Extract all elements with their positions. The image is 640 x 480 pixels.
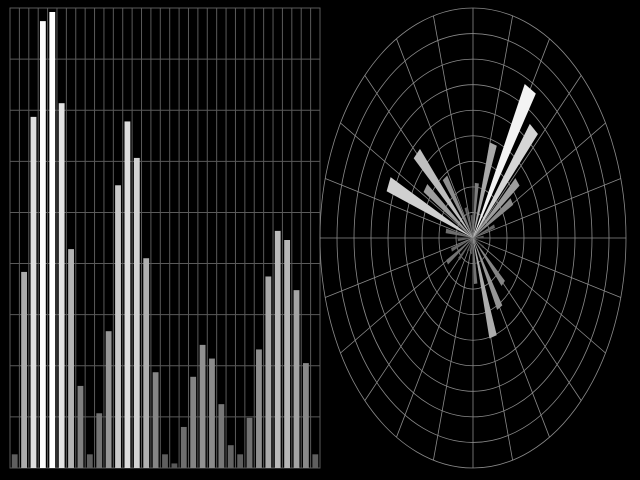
polar-grid-spoke: [396, 38, 474, 239]
bar: [256, 349, 262, 468]
polar-bar: [457, 238, 473, 242]
polar-bar: [473, 238, 481, 242]
bar: [227, 445, 234, 468]
polar-bar: [458, 238, 473, 261]
bar: [96, 413, 103, 468]
polar-grid-spoke: [472, 75, 582, 239]
polar-bar: [473, 142, 497, 238]
bar: [124, 121, 131, 468]
bar: [190, 376, 197, 468]
bar: [218, 404, 225, 468]
bar-chart-grid: [9, 7, 321, 469]
polar-bar: [473, 224, 495, 238]
bar: [274, 230, 281, 468]
polar-bar: [466, 238, 473, 253]
bar: [143, 258, 150, 468]
polar-grid-spoke: [433, 237, 474, 461]
bar: [58, 103, 65, 468]
polar-bar: [473, 238, 478, 284]
bar: [302, 363, 309, 468]
polar-grid-spoke: [325, 237, 474, 298]
polar-bar: [470, 215, 473, 238]
polar-grid-spoke: [340, 122, 474, 239]
bar: [180, 426, 187, 468]
bar: [284, 240, 291, 468]
polar-grid-spoke: [433, 15, 474, 239]
polar-grid-spoke: [472, 237, 606, 354]
polar-grid-spoke: [364, 237, 474, 401]
polar-bar: [413, 148, 473, 238]
polar-grid-spoke: [325, 178, 474, 239]
polar-bar: [473, 238, 505, 287]
polar-bar: [446, 238, 473, 265]
polar-bar: [473, 238, 484, 249]
polar-bar: [473, 235, 484, 238]
polar-grid-spoke: [472, 178, 621, 239]
bar: [265, 276, 272, 468]
polar-bar: [473, 238, 503, 310]
polar-chart-bars: [386, 84, 538, 339]
bar: [312, 454, 319, 468]
bar: [11, 454, 18, 468]
bar: [171, 463, 178, 468]
polar-bar: [442, 175, 473, 238]
bar: [68, 249, 74, 468]
polar-grid-spoke: [472, 237, 621, 298]
polar-bar: [423, 183, 473, 238]
bar: [152, 372, 159, 468]
polar-bar: [473, 182, 479, 238]
polar-bar: [469, 238, 473, 252]
polar-grid-spoke: [396, 237, 474, 438]
polar-bar: [386, 177, 473, 238]
polar-bar: [473, 123, 538, 238]
bar: [30, 116, 37, 468]
bar: [105, 331, 112, 468]
bar: [133, 157, 140, 469]
polar-bar: [473, 84, 536, 238]
bar: [199, 344, 206, 468]
polar-bar: [473, 238, 497, 339]
bar: [162, 454, 168, 468]
bar: [77, 385, 84, 468]
bar-chart: [9, 7, 321, 469]
polar-bar: [451, 238, 473, 252]
polar-bar: [470, 238, 473, 255]
bar: [246, 417, 253, 468]
polar-bar: [473, 198, 514, 238]
bar: [49, 12, 56, 468]
bar-chart-bars: [11, 12, 319, 469]
bar: [115, 185, 121, 468]
polar-bar: [464, 207, 473, 238]
polar-bar: [473, 178, 520, 238]
bar: [209, 358, 215, 468]
polar-bar: [445, 228, 473, 238]
bar: [39, 21, 46, 469]
bar: [293, 290, 300, 468]
polar-bar-chart: [319, 7, 627, 469]
bar: [237, 454, 244, 468]
bar: [86, 454, 93, 468]
bar: [21, 271, 28, 468]
